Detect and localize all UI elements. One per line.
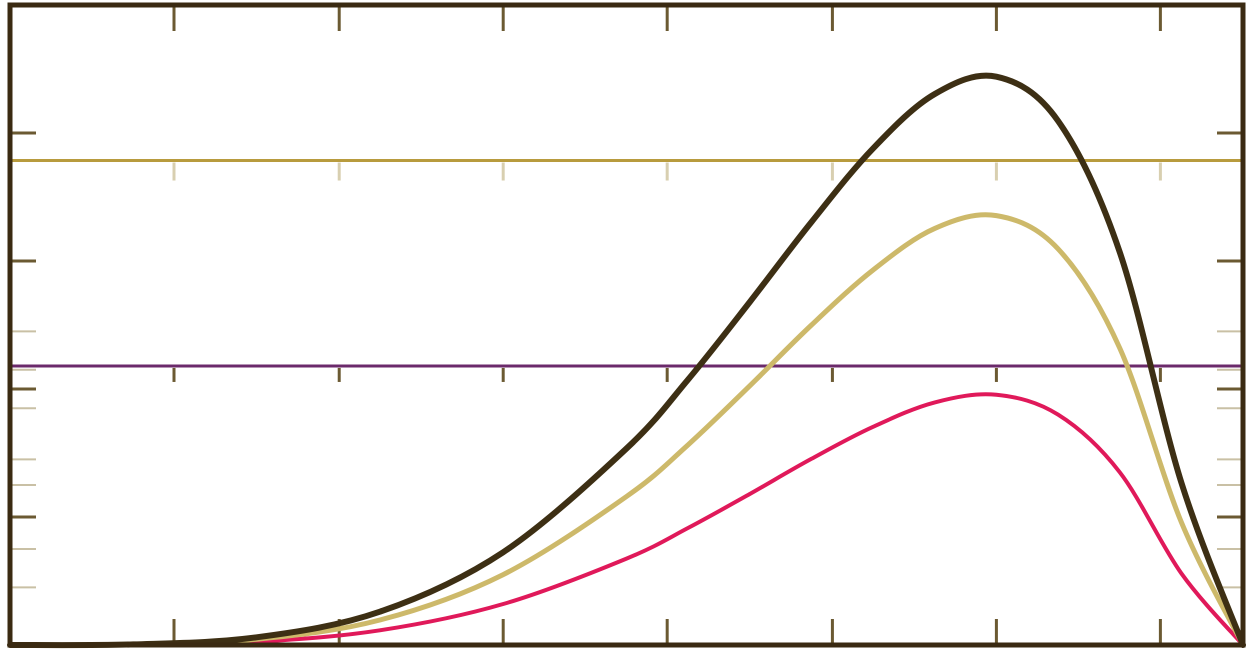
axis-ticks: [10, 5, 1243, 645]
dark-curve: [7, 72, 1246, 649]
pink-curve: [8, 392, 1245, 648]
tan-curve: [7, 212, 1246, 648]
plot-frame: [7, 2, 1246, 648]
reference-lines: [10, 159, 1243, 368]
curves: [7, 72, 1246, 649]
